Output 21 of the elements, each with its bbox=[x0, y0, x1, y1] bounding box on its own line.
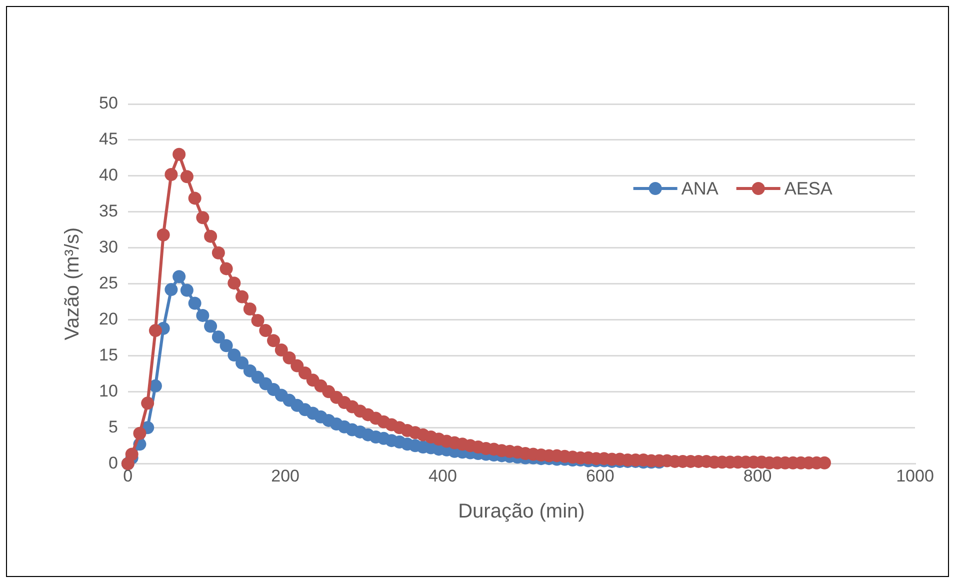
y-tick-label: 25 bbox=[98, 273, 118, 292]
x-tick-label: 600 bbox=[586, 466, 614, 486]
y-tick-label: 0 bbox=[108, 453, 118, 472]
x-tick-label: 0 bbox=[123, 466, 133, 486]
x-tick-label: 1000 bbox=[896, 466, 934, 486]
y-tick-label: 20 bbox=[98, 309, 118, 328]
legend-label: ANA bbox=[681, 178, 718, 198]
legend-label: AESA bbox=[784, 178, 832, 198]
y-tick-label: 15 bbox=[98, 345, 118, 364]
y-tick-label: 45 bbox=[98, 130, 118, 149]
y-tick-label: 35 bbox=[98, 202, 118, 221]
x-tick-label: 400 bbox=[428, 466, 457, 486]
x-tick-label: 800 bbox=[743, 466, 772, 486]
y-tick-label: 30 bbox=[98, 238, 118, 257]
x-tick-label: 200 bbox=[271, 466, 300, 486]
x-axis-title: Duração (min) bbox=[458, 500, 585, 523]
y-tick-label: 50 bbox=[98, 94, 118, 113]
y-tick-label: 40 bbox=[98, 166, 118, 185]
y-axis-title: Vazão (m³/s) bbox=[62, 227, 84, 340]
y-tick-label: 10 bbox=[98, 381, 118, 400]
y-tick-label: 5 bbox=[108, 417, 118, 436]
